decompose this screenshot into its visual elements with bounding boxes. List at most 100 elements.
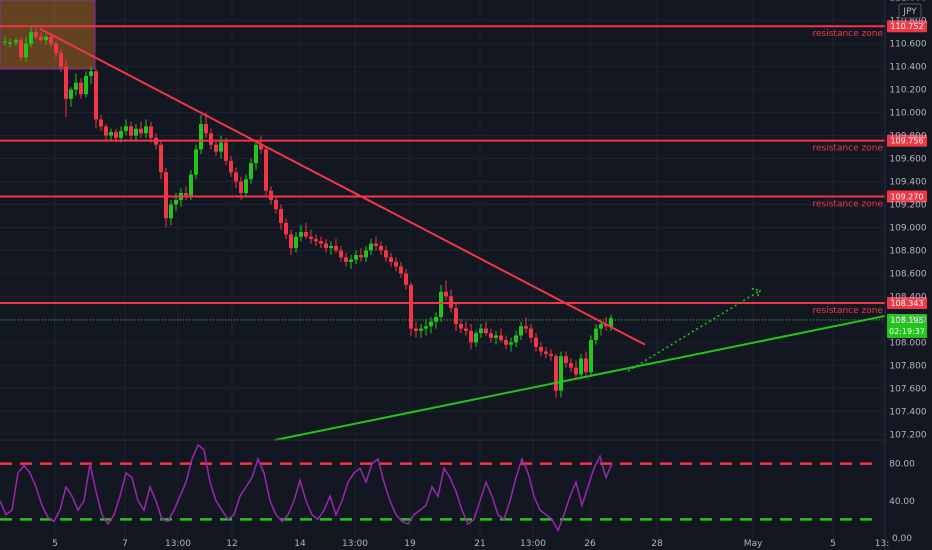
candle[interactable] [574,360,578,380]
candle[interactable] [469,323,473,350]
trendline-downtrend[interactable] [39,27,646,346]
candle[interactable] [454,303,458,331]
candle[interactable] [189,170,193,200]
candle[interactable] [314,234,318,246]
candle[interactable] [3,36,7,46]
candle[interactable] [64,59,68,118]
candle[interactable] [204,112,208,138]
candle[interactable] [514,330,518,347]
candle[interactable] [459,319,463,334]
candle[interactable] [589,335,593,377]
candle[interactable] [124,119,128,136]
candle[interactable] [89,66,93,84]
candle[interactable] [404,268,408,290]
candle[interactable] [289,229,293,256]
candle[interactable] [389,252,393,267]
candle[interactable] [349,255,353,269]
candle[interactable] [424,319,428,336]
candle[interactable] [484,321,488,336]
candle[interactable] [59,49,63,73]
candle[interactable] [329,241,333,256]
candle[interactable] [354,250,358,265]
candle[interactable] [324,238,328,253]
trendline-projection[interactable] [627,290,761,372]
candle[interactable] [19,36,23,61]
candle[interactable] [434,312,438,329]
candle[interactable] [134,124,138,141]
candle[interactable] [144,119,148,138]
candle[interactable] [609,314,613,331]
candle[interactable] [8,39,12,48]
candle[interactable] [249,158,253,184]
candle[interactable] [69,87,73,107]
candle[interactable] [474,330,478,347]
candle[interactable] [339,245,343,262]
candle[interactable] [549,349,553,361]
candle[interactable] [49,33,53,48]
candle[interactable] [224,137,228,166]
candle[interactable] [99,114,103,131]
candle[interactable] [529,323,533,343]
candle[interactable] [504,335,508,350]
candle[interactable] [139,121,143,138]
candle[interactable] [579,353,583,380]
candle[interactable] [214,140,218,157]
time-axis[interactable]: 5 7 13:00 12 14 13:00 19 21 13:00 26 28 May 5 13: [52,539,889,549]
candle[interactable] [274,195,278,214]
candle[interactable] [444,280,448,301]
candle[interactable] [14,37,18,46]
candle[interactable] [269,186,273,205]
candle[interactable] [24,36,28,63]
candle[interactable] [494,330,498,345]
candle[interactable] [294,232,298,253]
candle[interactable] [399,261,403,279]
candle[interactable] [564,351,568,368]
candle[interactable] [74,73,78,96]
candles-layer[interactable] [3,26,613,398]
candle[interactable] [244,174,248,198]
candle[interactable] [379,241,383,256]
candle[interactable] [104,124,108,141]
candle[interactable] [169,199,173,226]
candle[interactable] [414,321,418,338]
candle[interactable] [264,147,268,196]
price-axis[interactable]: 111.000 110.800 110.600 110.400 110.200 110.0… [884,0,927,550]
candle[interactable] [234,167,238,189]
candle[interactable] [39,32,43,43]
candle[interactable] [384,245,388,262]
candle[interactable] [489,328,493,343]
candle[interactable] [44,34,48,45]
candle[interactable] [129,121,133,141]
candle[interactable] [84,71,88,98]
candle[interactable] [254,140,258,171]
candle[interactable] [534,333,538,352]
candle[interactable] [369,238,373,256]
candle[interactable] [219,135,223,159]
candle[interactable] [364,245,368,262]
candle[interactable] [599,321,603,336]
candle[interactable] [334,238,338,253]
candle[interactable] [209,128,213,150]
candle[interactable] [109,128,113,141]
candle[interactable] [359,248,363,262]
candle[interactable] [79,78,83,99]
candle[interactable] [159,140,163,180]
candle[interactable] [199,114,203,154]
candle[interactable] [594,323,598,345]
candle[interactable] [519,321,523,341]
candle[interactable] [319,236,323,249]
candle[interactable] [29,26,33,48]
candle[interactable] [279,204,283,230]
trendline-uptrend[interactable] [274,314,886,441]
candle[interactable] [584,351,588,377]
candle[interactable] [409,282,413,336]
candle[interactable] [554,353,558,398]
candle[interactable] [499,328,503,343]
candle[interactable] [184,186,188,200]
candle[interactable] [309,229,313,244]
candle[interactable] [229,156,233,177]
candle[interactable] [304,222,308,239]
candle[interactable] [34,27,38,40]
candle[interactable] [374,236,378,251]
